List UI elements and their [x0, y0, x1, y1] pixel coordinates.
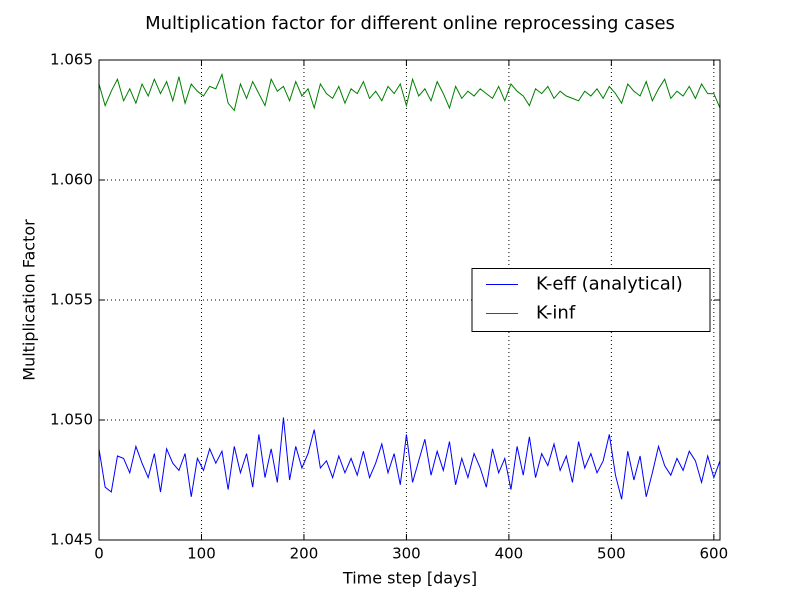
x-tick-label: 400 — [495, 545, 524, 563]
y-tick-label: 1.065 — [50, 51, 93, 69]
y-axis-label: Multiplication Factor — [20, 219, 39, 381]
x-tick-label: 600 — [700, 545, 729, 563]
legend-label: K-inf — [536, 303, 576, 324]
x-axis-label: Time step [days] — [342, 569, 477, 588]
plot-frame — [98, 59, 721, 541]
y-tick-label: 1.045 — [50, 531, 93, 549]
legend-label: K-eff (analytical) — [536, 274, 683, 295]
series-line — [98, 72, 721, 112]
y-tick-label: 1.050 — [50, 411, 93, 429]
y-tick-label: 1.060 — [50, 171, 93, 189]
x-tick-label: 100 — [187, 545, 216, 563]
chart-title: Multiplication factor for different onli… — [145, 13, 675, 34]
x-tick-label: 500 — [597, 545, 626, 563]
x-tick-label: 0 — [94, 545, 104, 563]
series-line — [98, 417, 721, 500]
x-tick-label: 300 — [392, 545, 421, 563]
x-tick-label: 200 — [290, 545, 319, 563]
y-tick-label: 1.055 — [50, 291, 93, 309]
legend-box — [471, 268, 711, 332]
